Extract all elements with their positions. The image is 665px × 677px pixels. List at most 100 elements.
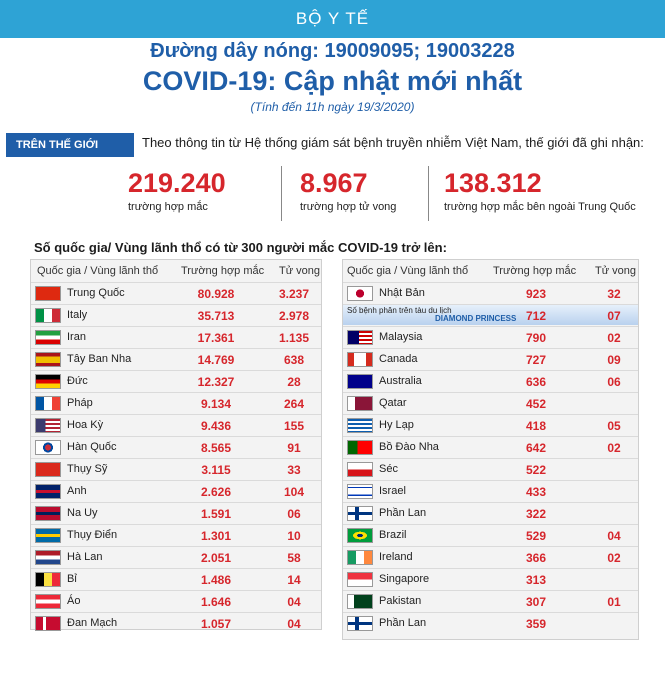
- cases-value: 1.057: [200, 617, 232, 631]
- flag-de-icon: [35, 374, 61, 389]
- table-row: Phần Lan 359: [343, 612, 638, 633]
- deaths-value: 04: [287, 617, 301, 631]
- hotline-text: Đường dây nóng: 19009095; 19003228: [150, 40, 515, 62]
- divider: [281, 166, 282, 221]
- cases-value: 1.486: [200, 573, 232, 587]
- deaths-value: 04: [607, 529, 621, 543]
- country-name: Hy Lạp: [379, 419, 414, 431]
- country-name: Nhật Bản: [379, 287, 425, 299]
- table-header: Quốc gia / Vùng lãnh thổ Trường hợp mắc …: [31, 260, 321, 282]
- cases-value: 1.591: [200, 507, 232, 521]
- table-row: Trung Quốc 80.928 3.237: [31, 282, 321, 303]
- flag-at-icon: [35, 594, 61, 609]
- cases-value: 1.646: [200, 595, 232, 609]
- col-country: Quốc gia / Vùng lãnh thổ: [37, 265, 159, 277]
- cases-value: 9.436: [200, 419, 232, 433]
- flag-es-icon: [35, 352, 61, 367]
- left-country-table: Quốc gia / Vùng lãnh thổ Trường hợp mắc …: [30, 259, 322, 633]
- table-row: Hy Lạp 418 05: [343, 414, 638, 435]
- country-name: Brazil: [379, 529, 407, 541]
- table-row: Iran 17.361 1.135: [31, 326, 321, 347]
- divider: [428, 166, 429, 221]
- country-name: Tây Ban Nha: [67, 353, 132, 365]
- deaths-value: 07: [607, 309, 621, 323]
- table-row: Nhật Bản 923 32: [343, 282, 638, 303]
- stat-cases-outside-china: 138.312 trường hợp mắc bên ngoài Trung Q…: [444, 168, 636, 213]
- table-row: Bồ Đào Nha 642 02: [343, 436, 638, 457]
- flag-gb-icon: [35, 484, 61, 499]
- country-name: Qatar: [379, 397, 407, 409]
- country-name: Thụy Điển: [67, 529, 118, 541]
- table-row: Italy 35.713 2.978: [31, 304, 321, 325]
- world-tag: TRÊN THẾ GIỚI: [6, 133, 134, 157]
- table-row: Hà Lan 2.051 58: [31, 546, 321, 567]
- deaths-value: 14: [287, 573, 301, 587]
- ministry-banner: BỘ Y TẾ: [0, 0, 665, 38]
- country-name: Bồ Đào Nha: [379, 441, 439, 453]
- flag-us-icon: [35, 418, 61, 433]
- deaths-value: 02: [607, 441, 621, 455]
- ship-name: DIAMOND PRINCESS: [435, 314, 517, 323]
- cases-value: 522: [525, 463, 547, 477]
- flag-fi-icon: [347, 506, 373, 521]
- cases-value: 14.769: [197, 353, 235, 367]
- flag-it-icon: [35, 308, 61, 323]
- section-title: Số quốc gia/ Vùng lãnh thổ có từ 300 ngư…: [34, 240, 447, 255]
- stat-value: 138.312: [444, 168, 542, 198]
- cases-value: 923: [525, 287, 547, 301]
- country-name: Singapore: [379, 573, 430, 585]
- flag-ir-icon: [35, 330, 61, 345]
- flag-pk-icon: [347, 594, 373, 609]
- flag-gr-icon: [347, 418, 373, 433]
- cases-value: 35.713: [197, 309, 235, 323]
- flag-my-icon: [347, 330, 373, 345]
- deaths-value: 06: [607, 375, 621, 389]
- cases-value: 2.626: [200, 485, 232, 499]
- flag-nl-icon: [35, 550, 61, 565]
- country-name: Australia: [379, 375, 422, 387]
- deaths-value: 02: [607, 331, 621, 345]
- deaths-value: 01: [607, 595, 621, 609]
- table-row: Đức 12.327 28: [31, 370, 321, 391]
- cases-value: 1.301: [200, 529, 232, 543]
- deaths-value: 58: [287, 551, 301, 565]
- cases-value: 452: [525, 397, 547, 411]
- deaths-value: 28: [287, 375, 301, 389]
- country-name: Phần Lan: [379, 507, 427, 519]
- country-name: Iran: [67, 331, 86, 343]
- deaths-value: 09: [607, 353, 621, 367]
- table-row: Hoa Kỳ 9.436 155: [31, 414, 321, 435]
- col-deaths: Tử vong: [595, 265, 636, 277]
- deaths-value: 3.237: [278, 287, 310, 301]
- cases-value: 712: [525, 309, 547, 323]
- cases-value: 529: [525, 529, 547, 543]
- country-name: Trung Quốc: [67, 287, 125, 299]
- country-name: Thụy Sỹ: [67, 463, 108, 475]
- flag-dk-icon: [35, 616, 61, 631]
- table-row: Đan Mạch 1.057 04: [31, 612, 321, 633]
- country-name: Italy: [67, 309, 88, 321]
- table-row: Thụy Điển 1.301 10: [31, 524, 321, 545]
- stat-value: 8.967: [300, 168, 368, 198]
- country-name: Ireland: [379, 551, 413, 563]
- table-row: Canada 727 09: [343, 348, 638, 369]
- flag-be-icon: [35, 572, 61, 587]
- cases-value: 642: [525, 441, 547, 455]
- cases-value: 313: [525, 573, 547, 587]
- country-name: Hàn Quốc: [67, 441, 117, 453]
- table-row: Thụy Sỹ 3.115 33: [31, 458, 321, 479]
- table-row: Malaysia 790 02: [343, 326, 638, 347]
- table-row: Israel 433: [343, 480, 638, 501]
- table-row: Qatar 452: [343, 392, 638, 413]
- deaths-value: 638: [283, 353, 305, 367]
- country-name: Canada: [379, 353, 418, 365]
- deaths-value: 104: [283, 485, 305, 499]
- deaths-value: 32: [607, 287, 621, 301]
- page-title: COVID-19: Cập nhật mới nhất: [142, 66, 523, 96]
- table-row: Số bệnh phân trên tàu du lịch DIAMOND PRI…: [343, 304, 638, 325]
- cases-value: 9.134: [200, 397, 232, 411]
- cases-value: 359: [525, 617, 547, 631]
- flag-ie-icon: [347, 550, 373, 565]
- country-name: Áo: [67, 595, 81, 607]
- stat-total-deaths: 8.967 trường hợp tử vong: [300, 168, 396, 213]
